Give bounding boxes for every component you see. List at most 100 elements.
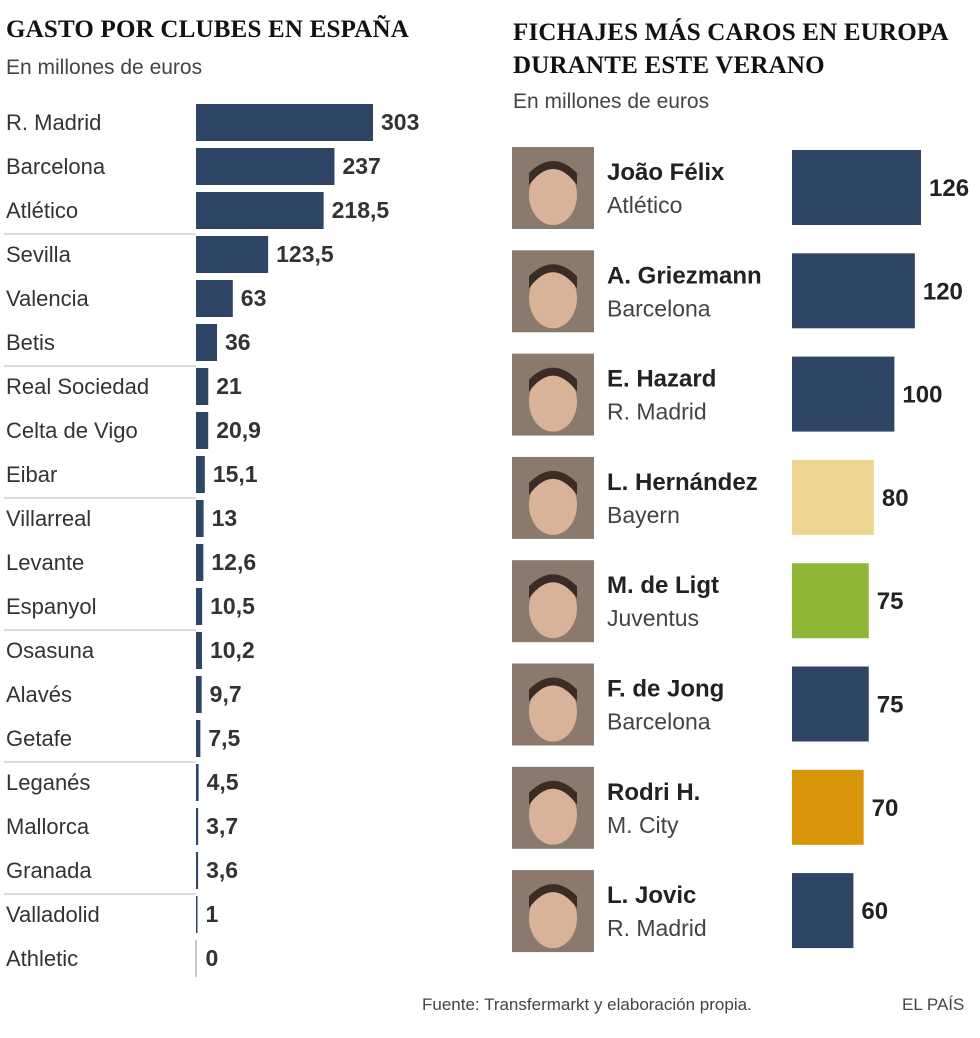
player-hair bbox=[529, 780, 577, 805]
right-chart-title-line2: DURANTE ESTE VERANO bbox=[513, 52, 825, 79]
bar bbox=[792, 666, 869, 742]
value-label: 3,6 bbox=[206, 857, 238, 883]
value-label: 3,7 bbox=[206, 813, 238, 839]
bar bbox=[792, 769, 864, 845]
club-label: Betis bbox=[6, 330, 55, 355]
bar bbox=[792, 459, 874, 535]
club-label: Osasuna bbox=[6, 638, 95, 663]
player-face bbox=[529, 888, 577, 949]
bar bbox=[792, 563, 869, 639]
club-label: Real Sociedad bbox=[6, 374, 149, 399]
player-name: João Félix bbox=[607, 159, 725, 186]
bar bbox=[196, 808, 199, 845]
value-label: 4,5 bbox=[207, 769, 239, 795]
value-label: 10,2 bbox=[210, 637, 255, 663]
value-label: 20,9 bbox=[216, 417, 261, 443]
player-face bbox=[529, 681, 577, 742]
player-face bbox=[529, 578, 577, 639]
club-label: Valencia bbox=[6, 286, 90, 311]
player-club: R. Madrid bbox=[607, 915, 707, 941]
player-hair bbox=[529, 470, 577, 495]
value-label: 15,1 bbox=[213, 461, 258, 487]
club-label: Mallorca bbox=[6, 814, 90, 839]
player-hair bbox=[529, 884, 577, 909]
right-chart-title-line1: FICHAJES MÁS CAROS EN EUROPA bbox=[513, 19, 949, 46]
club-label: Sevilla bbox=[6, 242, 72, 267]
player-hair bbox=[529, 264, 577, 289]
player-club: Atlético bbox=[607, 192, 682, 218]
player-name: L. Hernández bbox=[607, 469, 758, 496]
bar bbox=[792, 873, 854, 949]
right-chart-subtitle: En millones de euros bbox=[513, 90, 710, 113]
player-face bbox=[529, 784, 577, 845]
value-label: 303 bbox=[381, 109, 419, 135]
club-label: Valladolid bbox=[6, 902, 100, 927]
club-label: Getafe bbox=[6, 726, 72, 751]
value-label: 13 bbox=[212, 505, 238, 531]
value-label: 126 bbox=[929, 175, 969, 202]
club-label: Villarreal bbox=[6, 506, 91, 531]
bar bbox=[196, 368, 209, 405]
player-face bbox=[529, 474, 577, 535]
bar bbox=[196, 764, 199, 801]
bar bbox=[196, 148, 335, 185]
club-label: Athletic bbox=[6, 946, 78, 971]
club-label: Atlético bbox=[6, 198, 78, 223]
left-chart-title: GASTO POR CLUBES EN ESPAÑA bbox=[6, 16, 409, 43]
value-label: 12,6 bbox=[211, 549, 256, 575]
club-label: Celta de Vigo bbox=[6, 418, 138, 443]
club-label: Eibar bbox=[6, 462, 57, 487]
club-label: Granada bbox=[6, 858, 92, 883]
bar bbox=[196, 720, 201, 757]
player-name: E. Hazard bbox=[607, 366, 716, 393]
bar bbox=[196, 280, 233, 317]
player-name: A. Griezmann bbox=[607, 262, 762, 289]
bar bbox=[196, 852, 199, 889]
player-name: Rodri H. bbox=[607, 779, 700, 806]
club-label: Barcelona bbox=[6, 154, 106, 179]
bar bbox=[196, 588, 203, 625]
value-label: 123,5 bbox=[276, 241, 334, 267]
player-club: Barcelona bbox=[607, 295, 711, 321]
club-label: Espanyol bbox=[6, 594, 97, 619]
player-hair bbox=[529, 574, 577, 599]
value-label: 218,5 bbox=[332, 197, 390, 223]
bar bbox=[196, 192, 324, 229]
bar bbox=[196, 104, 373, 141]
bar bbox=[196, 896, 198, 933]
value-label: 75 bbox=[877, 692, 904, 719]
bar bbox=[792, 356, 895, 432]
player-club: Bayern bbox=[607, 502, 680, 528]
player-name: L. Jovic bbox=[607, 882, 696, 909]
brand-label: EL PAÍS bbox=[902, 995, 965, 1014]
player-name: F. de Jong bbox=[607, 676, 724, 703]
player-club: R. Madrid bbox=[607, 399, 707, 425]
player-face bbox=[529, 371, 577, 432]
value-label: 9,7 bbox=[210, 681, 242, 707]
value-label: 21 bbox=[216, 373, 242, 399]
bar bbox=[196, 676, 202, 713]
bar bbox=[196, 236, 269, 273]
bar bbox=[196, 412, 209, 449]
value-label: 60 bbox=[861, 898, 888, 925]
value-label: 75 bbox=[877, 588, 904, 615]
value-label: 36 bbox=[225, 329, 251, 355]
bar bbox=[196, 544, 204, 581]
left-chart-subtitle: En millones de euros bbox=[6, 56, 203, 79]
value-label: 237 bbox=[342, 153, 380, 179]
player-hair bbox=[529, 367, 577, 392]
value-label: 100 bbox=[902, 382, 942, 409]
player-face bbox=[529, 165, 577, 225]
bar bbox=[196, 456, 205, 493]
bar bbox=[196, 500, 204, 537]
bar bbox=[792, 253, 915, 329]
bar bbox=[792, 150, 921, 225]
value-label: 80 bbox=[882, 485, 909, 512]
player-club: Juventus bbox=[607, 605, 699, 631]
player-hair bbox=[529, 677, 577, 702]
player-face bbox=[529, 268, 577, 329]
player-club: Barcelona bbox=[607, 709, 711, 735]
value-label: 70 bbox=[872, 795, 899, 822]
value-label: 63 bbox=[241, 285, 267, 311]
